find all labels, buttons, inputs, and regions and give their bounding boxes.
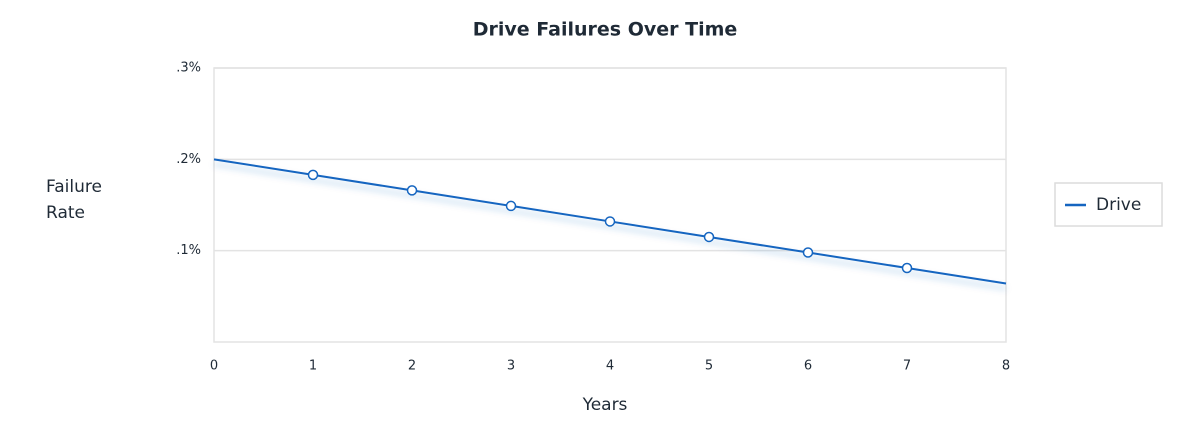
x-tick-label: 2 (408, 359, 416, 374)
x-tick-label: 7 (903, 359, 911, 374)
y-tick-label: .2% (176, 152, 201, 167)
x-tick-label: 3 (507, 359, 515, 374)
point (505, 200, 517, 212)
x-axis-label: Years (582, 395, 628, 415)
x-tick-label: 0 (210, 359, 218, 374)
x-tick-label: 8 (1002, 359, 1010, 374)
x-tick-label: 1 (309, 359, 317, 374)
y-axis-label: Failure Rate (46, 177, 102, 223)
point (406, 185, 418, 196)
point (703, 231, 715, 243)
y-tick-label: .1% (176, 243, 201, 258)
legend-label: Drive (1096, 195, 1141, 215)
point (901, 262, 913, 274)
y-tick-label: .3% (176, 61, 201, 76)
point (307, 169, 319, 181)
point (604, 216, 616, 227)
chart-title: Drive Failures Over Time (473, 19, 738, 41)
point (802, 247, 814, 258)
plot-frame (213, 67, 1007, 343)
x-tick-label: 5 (705, 359, 713, 374)
x-tick-label: 4 (606, 359, 614, 374)
x-tick-label: 6 (804, 359, 812, 374)
